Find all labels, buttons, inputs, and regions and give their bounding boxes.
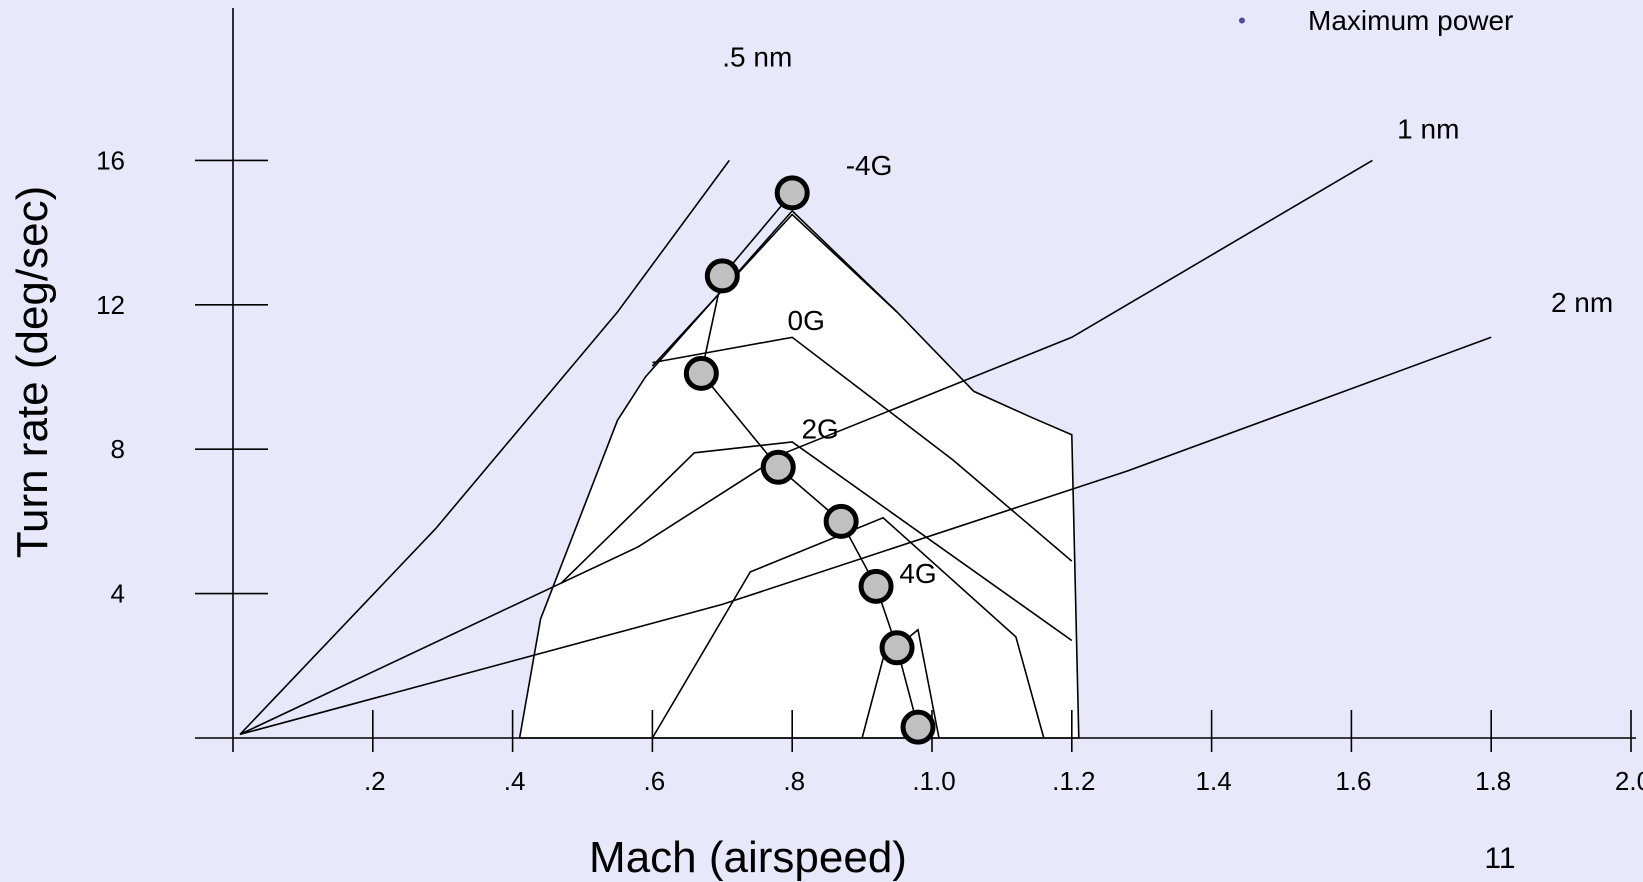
data-point (900, 709, 936, 745)
x-tick-label: .8 (783, 766, 805, 796)
y-axis-title: Turn rate (deg/sec) (8, 186, 57, 559)
y-tick-label: 4 (111, 579, 125, 609)
page-number: 11 (1484, 842, 1515, 875)
y-ticks: 4 8 12 16 (96, 145, 268, 609)
y-tick-label: 16 (96, 145, 125, 175)
y-tick-label: 12 (96, 290, 125, 320)
data-point (760, 449, 796, 485)
curve-label: 2G (801, 413, 838, 444)
x-axis-title: Mach (airspeed) (589, 833, 907, 882)
g-load-lines (560, 213, 1073, 739)
x-tick-label: 1.6 (1335, 766, 1371, 796)
data-point (858, 568, 894, 604)
curve-label: 2 nm (1551, 287, 1613, 318)
radius-line-1 (239, 159, 730, 735)
x-tick-label: .1.0 (912, 766, 955, 796)
g-line-3 (560, 441, 1073, 642)
x-tick-label: 2.0 (1615, 766, 1643, 796)
markers (683, 175, 936, 745)
x-tick-label: .4 (504, 766, 526, 796)
curve-label: 1 nm (1397, 114, 1459, 145)
x-ticks: .2 .4 .6 .8 .1.0 .1.2 1.4 1.6 1.8 2.0 (364, 710, 1643, 796)
g-line-2 (652, 336, 1073, 562)
x-tick-label: .1.2 (1052, 766, 1095, 796)
data-point (774, 175, 810, 211)
data-point (879, 630, 915, 666)
radius-line-3 (239, 336, 1492, 736)
envelope-polygon (518, 209, 1080, 739)
x-tick-label: .2 (364, 766, 386, 796)
x-tick-label: 1.8 (1475, 766, 1511, 796)
envelope-region (518, 209, 1080, 739)
g-line-4 (651, 516, 1045, 739)
curve-label: -4G (846, 150, 893, 181)
data-point (704, 258, 740, 294)
g-line-1 (651, 213, 898, 367)
data-point (683, 355, 719, 391)
legend-text: Maximum power (1308, 5, 1513, 36)
data-point (823, 503, 859, 539)
curve-label: 0G (788, 305, 825, 336)
y-tick-label: 8 (111, 434, 125, 464)
x-tick-label: .6 (644, 766, 666, 796)
x-tick-label: 1.4 (1196, 766, 1232, 796)
legend-bullet: • (1238, 8, 1246, 33)
curve-label: .5 nm (722, 42, 792, 73)
annotations: .5 nm -4G 1 nm 0G 2 nm 2G 4G (722, 42, 1613, 589)
curve-label: 4G (899, 558, 936, 589)
